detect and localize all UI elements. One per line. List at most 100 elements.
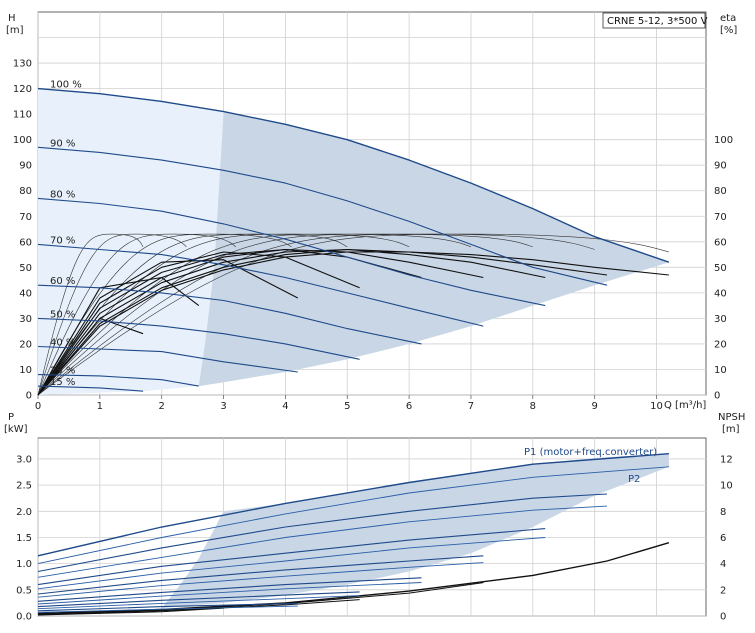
speed-labels: 100 % 90 % 80 % 70 % 60 % 50 % 40 % 25 %15 % (50, 80, 82, 389)
y-right-tick-label: 50 (714, 263, 727, 274)
p-tick-labels: 0.0 0.5 1.0 1.5 2.0 2.5 3.0 (16, 454, 32, 622)
power-axis-name: P (8, 412, 14, 423)
efficiency-thin-curves (37, 233, 669, 396)
npsh-tick-label: 10 (720, 481, 733, 492)
eta-axis-name: eta (720, 13, 736, 24)
head-curve (37, 87, 670, 263)
p2-curve (37, 537, 546, 590)
speed-label: 25 % (50, 366, 75, 377)
p-tick-label: 0.0 (16, 612, 32, 623)
y-right-tick-label: 60 (714, 237, 727, 248)
y-right-tick-labels: 0 10 20 30 40 50 60 70 80 90 100 (714, 135, 733, 401)
p1-curves (37, 453, 669, 612)
y-right-tick-label: 40 (714, 288, 727, 299)
y-right-tick-label: 10 (714, 365, 727, 376)
x-tick-label: 9 (591, 401, 597, 412)
npsh-tick-label: 8 (720, 507, 726, 518)
y-right-tick-label: 70 (714, 212, 727, 223)
p1-curve (37, 555, 484, 595)
x-tick-label: 8 (530, 401, 536, 412)
p2-curve (37, 605, 298, 613)
p1-curve (37, 528, 546, 586)
y-left-tick-label: 70 (19, 212, 32, 223)
npsh-tick-label: 2 (720, 585, 726, 596)
p2-curve (37, 562, 484, 598)
p1-curve (37, 493, 608, 573)
x-tick-label: 1 (97, 401, 103, 412)
y-right-tick-label: 0 (714, 391, 720, 402)
npsh-tick-label: 12 (720, 454, 733, 465)
model-title: CRNE 5-12, 3*500 V (607, 16, 708, 27)
efficiency-curve (37, 248, 484, 396)
y-left-tick-label: 60 (19, 237, 32, 248)
y-left-tick-label: 130 (13, 59, 32, 70)
y-left-tick-label: 120 (13, 84, 32, 95)
speed-label: 40 % (50, 338, 75, 349)
head-curve (37, 317, 360, 360)
efficiency-thin-curve (37, 233, 533, 396)
y-left-tick-label: 20 (19, 339, 32, 350)
efficiency-curve (37, 276, 200, 396)
power-npsh-chart: 0.0 0.5 1.0 1.5 2.0 2.5 3.0 0 2 4 6 8 10 12 P [kW] N… (4, 412, 745, 623)
p2-label: P2 (628, 474, 640, 485)
head-axis-unit: [m] (6, 25, 24, 36)
npsh-axis-name: NPSH (718, 412, 745, 423)
npsh-axis-unit: [m] (722, 424, 740, 435)
speed-label: 100 % (50, 80, 82, 91)
p1-curve (37, 577, 422, 602)
npsh-tick-label: 4 (720, 559, 726, 570)
x-tick-label: 4 (282, 401, 288, 412)
p2-curve (37, 595, 360, 610)
p2-curve (37, 466, 669, 565)
npsh-tick-label: 6 (720, 533, 726, 544)
x-tick-label: 10 (650, 401, 663, 412)
y-left-tick-label: 50 (19, 263, 32, 274)
p1-curve (37, 453, 669, 557)
efficiency-curves (37, 248, 669, 396)
efficiency-thin-curve (37, 233, 472, 396)
y-right-tick-label: 20 (714, 339, 727, 350)
efficiency-thin-curve (37, 233, 144, 396)
head-axis-name: H (8, 13, 16, 24)
speed-label: 60 % (50, 276, 75, 287)
head-curve (37, 374, 199, 387)
p2-curves (37, 466, 669, 613)
head-curves (37, 87, 670, 392)
efficiency-curve (37, 248, 546, 396)
y-left-tick-label: 80 (19, 186, 32, 197)
eta-axis-unit: [%] (720, 25, 737, 36)
y-right-tick-label: 90 (714, 161, 727, 172)
x-tick-label: 5 (344, 401, 350, 412)
model-title-box (602, 12, 706, 29)
head-curve (37, 345, 298, 373)
y-left-tick-labels: 0 10 20 30 40 50 60 70 80 90 100 110 120 130 (13, 59, 32, 402)
p1-label: P1 (motor+freq.converter) (524, 447, 657, 458)
y-right-tick-label: 100 (714, 135, 733, 146)
y-left-tick-label: 90 (19, 161, 32, 172)
p-tick-label: 2.0 (16, 507, 32, 518)
head-curve (37, 385, 144, 392)
x-tick-labels: 0 1 2 3 4 5 6 7 8 9 10 (35, 395, 663, 412)
power-axis-unit: [kW] (4, 424, 28, 435)
x-tick-label: 0 (35, 401, 41, 412)
x-tick-label: 2 (159, 401, 165, 412)
head-curve (37, 146, 608, 286)
x-tick-label: 7 (468, 401, 474, 412)
p-tick-label: 0.5 (16, 585, 32, 596)
speed-label: 90 % (50, 138, 75, 149)
p-tick-label: 2.5 (16, 481, 32, 492)
p1-curve (37, 602, 298, 612)
efficiency-thin-curve (37, 233, 237, 396)
p2-curve (37, 505, 608, 578)
p-tick-label: 3.0 (16, 454, 32, 465)
flow-axis-label: Q [m³/h] (664, 400, 706, 411)
head-efficiency-chart: 100 % 90 % 80 % 70 % 60 % 50 % 40 % 25 %15 % 0 1… (6, 11, 737, 412)
efficiency-curve (37, 317, 144, 396)
y-right-tick-label: 80 (714, 186, 727, 197)
operating-range-dark (198, 111, 669, 387)
y-left-tick-label: 110 (13, 110, 32, 121)
efficiency-thin-curve (37, 233, 595, 396)
p1-curve (37, 591, 360, 608)
efficiency-thin-curve (37, 233, 669, 396)
